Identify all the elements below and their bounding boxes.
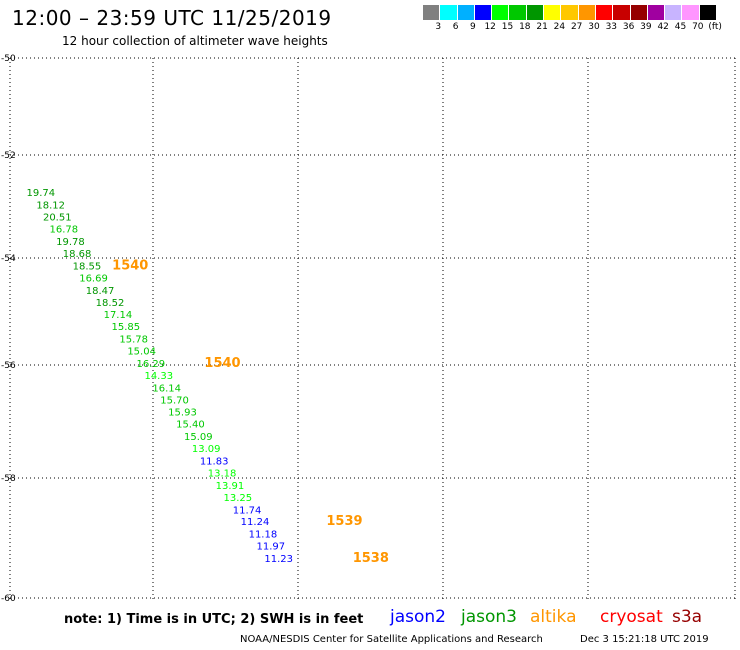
wave-height-label: 11.83	[200, 457, 229, 468]
lat-tick-label: -50	[1, 54, 16, 64]
wave-height-label: 15.70	[160, 395, 189, 406]
wave-height-label: 15.78	[119, 335, 148, 346]
wave-height-label: 18.55	[73, 261, 102, 272]
color-scale-label: 42	[657, 22, 669, 32]
color-scale-label: 36	[622, 22, 635, 32]
satellite-legend-item: altika	[530, 607, 577, 627]
wave-height-label: 11.23	[264, 554, 293, 565]
color-swatch	[440, 5, 458, 20]
satellite-legend-item: jason2	[390, 607, 446, 627]
color-scale-label: 33	[605, 22, 618, 32]
wave-height-label: 13.91	[216, 481, 245, 492]
pass-time-label: 1540	[112, 258, 148, 273]
lat-tick-label: -56	[1, 361, 16, 371]
color-swatch	[613, 5, 631, 20]
color-swatch	[509, 5, 527, 20]
wave-height-label: 19.78	[56, 237, 85, 248]
color-swatch	[544, 5, 562, 20]
pass-time-label: 1540	[204, 356, 240, 371]
color-scale-label: 18	[519, 22, 531, 32]
color-scale-bar	[423, 5, 718, 20]
color-swatch	[423, 5, 441, 20]
credit-line: NOAA/NESDIS Center for Satellite Applica…	[240, 634, 543, 645]
color-scale-label: 39	[640, 22, 652, 32]
wave-height-label: 20.51	[43, 213, 72, 224]
color-scale-label: 3	[435, 22, 442, 32]
color-scale-label: 12	[484, 22, 496, 32]
color-scale-label: 6	[452, 22, 459, 32]
wave-height-label: 16.69	[79, 273, 108, 284]
color-swatch	[561, 5, 579, 20]
timestamp: Dec 3 15:21:18 UTC 2019	[580, 634, 709, 645]
wave-height-label: 13.25	[224, 493, 253, 504]
lat-tick-label: -60	[1, 594, 16, 604]
wave-height-label: 17.14	[104, 310, 133, 321]
color-scale-label: 70	[692, 22, 704, 32]
wave-height-label: 16.29	[137, 359, 166, 370]
page-title: 12:00 – 23:59 UTC 11/25/2019	[12, 6, 332, 30]
wave-height-label: 15.93	[168, 408, 197, 419]
pass-time-label: 1539	[326, 514, 362, 529]
wave-height-label: 11.18	[249, 530, 278, 541]
wave-height-label: 15.85	[112, 322, 141, 333]
wave-height-label: 14.33	[144, 371, 173, 382]
color-swatch	[457, 5, 475, 20]
color-scale-label: (ft)	[708, 22, 722, 32]
color-swatch	[595, 5, 614, 20]
color-scale-label: 30	[588, 22, 600, 32]
page-subtitle: 12 hour collection of altimeter wave hei…	[62, 34, 328, 48]
satellite-legend-item: jason3	[461, 607, 517, 627]
color-swatch	[630, 5, 648, 20]
wave-height-label: 15.40	[176, 420, 205, 431]
lat-tick-label: -52	[1, 151, 16, 161]
color-scale-label: 24	[553, 22, 566, 32]
footer-note: note: 1) Time is in UTC; 2) SWH is in fe…	[64, 612, 364, 627]
pass-time-label: 1538	[353, 551, 389, 566]
wave-height-label: 13.09	[192, 444, 221, 455]
wave-height-label: 19.74	[26, 188, 55, 199]
wave-height-map: -50-52-54-56-58-60-135-132-129-126-123-1…	[1, 54, 736, 604]
wave-height-label: 11.74	[233, 505, 262, 516]
wave-height-label: 11.97	[257, 542, 286, 553]
color-swatch	[647, 5, 666, 20]
wave-height-label: 15.04	[127, 346, 156, 357]
color-swatch	[474, 5, 493, 20]
color-scale-label: 9	[470, 22, 476, 32]
wave-height-label: 18.12	[36, 201, 65, 212]
color-scale-label: 15	[501, 22, 514, 32]
wave-height-label: 16.78	[50, 225, 79, 236]
color-swatch	[665, 5, 683, 20]
lat-tick-label: -54	[1, 254, 16, 264]
color-scale-label: 21	[536, 22, 548, 32]
color-swatch	[526, 5, 545, 20]
wave-height-label: 18.52	[96, 298, 125, 309]
color-swatch	[699, 5, 718, 20]
wave-height-label: 18.47	[86, 286, 115, 297]
color-scale-label: 45	[674, 22, 687, 32]
color-swatch	[682, 5, 700, 20]
color-scale-labels: 3 6 9 12 15 18 21 24 27 30 33 36 39 42 45 70 (ft)	[423, 22, 740, 34]
satellite-legend-item: s3a	[672, 607, 703, 627]
wave-height-label: 18.68	[63, 249, 92, 260]
wave-height-label: 16.14	[152, 383, 181, 394]
color-swatch	[578, 5, 596, 20]
satellite-legend-item: cryosat	[600, 607, 663, 627]
lat-tick-label: -58	[1, 474, 16, 484]
wave-height-label: 13.18	[208, 468, 237, 479]
wave-height-label: 15.09	[184, 432, 213, 443]
color-scale-label: 27	[570, 22, 583, 32]
wave-height-label: 11.24	[241, 517, 270, 528]
color-swatch	[492, 5, 510, 20]
